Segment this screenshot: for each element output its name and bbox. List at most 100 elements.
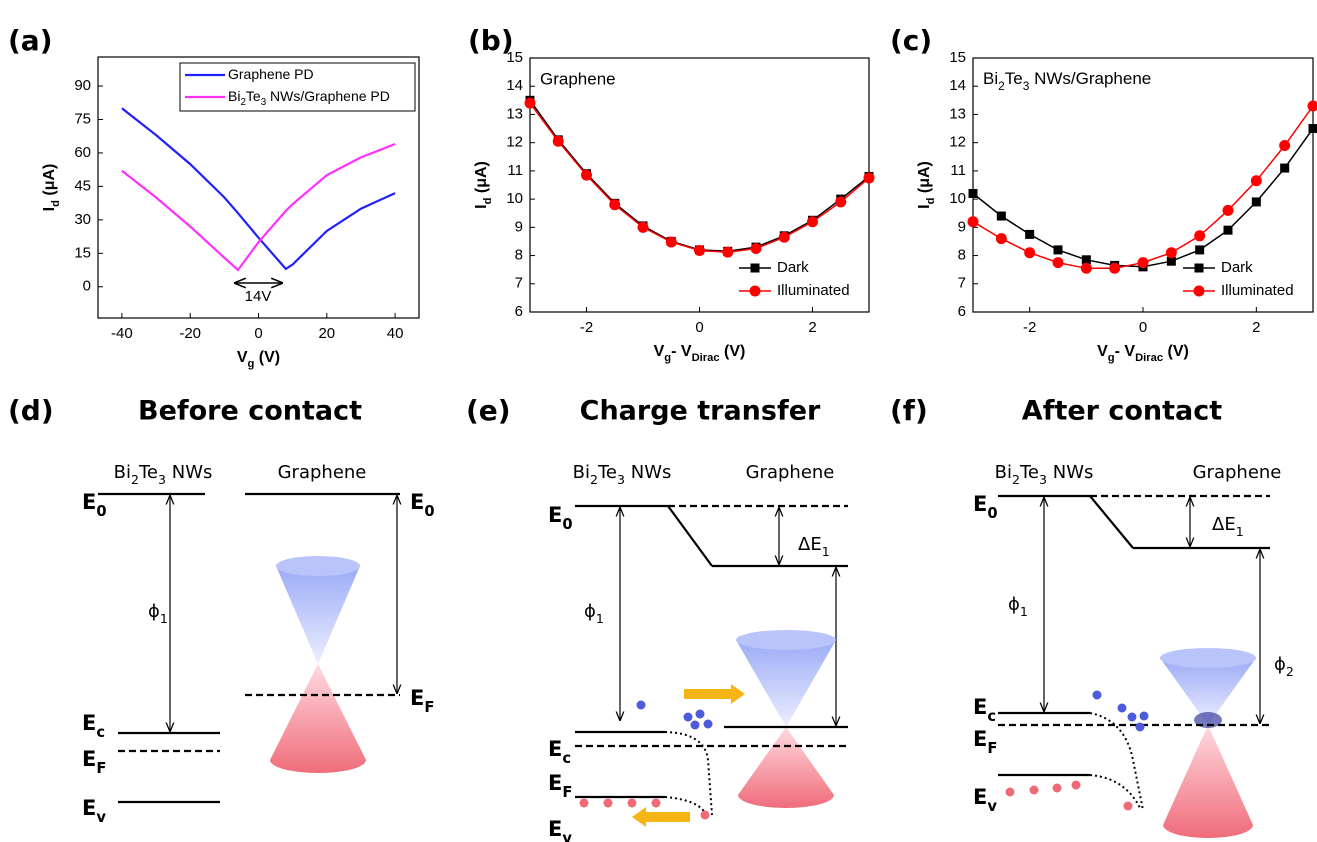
text-part: E — [548, 503, 562, 527]
energy-label: Graphene — [1193, 462, 1282, 483]
x-tick-label: 0 — [254, 325, 262, 342]
energy-label: Ec — [973, 695, 996, 725]
point — [968, 188, 978, 198]
y-tick-label: 15 — [949, 49, 966, 66]
cone-top — [276, 556, 360, 576]
text-part: Dark — [1221, 259, 1253, 276]
text-part: 1 — [1020, 604, 1028, 619]
y-tick-label: 15 — [506, 49, 523, 66]
point — [1081, 255, 1091, 265]
text-part: Illuminated — [777, 282, 850, 299]
annotation: Bi2Te3 NWs/Graphene — [983, 69, 1151, 93]
text-part: Bi — [573, 462, 590, 483]
y-tick-label: 75 — [74, 110, 91, 127]
text-part: E — [548, 771, 562, 795]
x-tick-label: 20 — [318, 325, 335, 342]
text-part: 2 — [998, 79, 1005, 93]
panel-label: (c) — [890, 24, 932, 57]
point — [1279, 139, 1291, 151]
text-part: 3 — [261, 97, 267, 108]
text-part: ΔE — [798, 534, 822, 555]
legend-marker — [1194, 263, 1204, 273]
carrier — [703, 719, 713, 729]
y-tick-label: 12 — [949, 134, 966, 151]
carrier — [1071, 780, 1081, 790]
text-part: 2 — [131, 472, 139, 487]
level-line — [667, 505, 713, 567]
text-part: c — [96, 724, 105, 741]
band-bend — [1089, 712, 1144, 811]
point — [1280, 163, 1290, 173]
diagram-title: After contact — [1022, 396, 1222, 427]
text-part: g — [248, 358, 255, 370]
text-part: ϕ — [1274, 654, 1286, 675]
text-part: F — [424, 699, 434, 716]
legend-label: Bi2Te3 NWs/Graphene PD — [228, 88, 390, 108]
y-tick-label: 7 — [958, 275, 966, 292]
energy-label: ϕ1 — [1008, 594, 1028, 619]
y-tick-label: 9 — [958, 218, 966, 235]
carrier — [603, 798, 613, 808]
energy-label: Ec — [548, 737, 571, 767]
band-bend — [664, 731, 713, 816]
x-tick-label: 0 — [695, 319, 703, 336]
text-part: (V) — [254, 349, 280, 366]
energy-label: Ec — [82, 711, 105, 741]
cone-red — [1163, 725, 1253, 838]
y-tick-label: 15 — [74, 244, 91, 261]
text-part: Te — [1019, 462, 1039, 483]
y-tick-label: 14 — [949, 77, 966, 94]
band-bend — [1089, 774, 1141, 809]
x-tick-label: 2 — [808, 319, 816, 336]
energy-label: ϕ2 — [1274, 654, 1294, 679]
legend-box — [179, 62, 416, 112]
point — [665, 236, 677, 248]
carrier — [636, 700, 646, 710]
text-part: I — [41, 207, 58, 211]
energy-label: E0 — [410, 490, 435, 520]
text-part: Graphene — [278, 462, 367, 483]
point — [1137, 257, 1149, 269]
text-part: (μA) — [41, 164, 58, 200]
text-part: c — [987, 708, 996, 725]
y-tick-label: 8 — [515, 247, 523, 264]
x-tick-label: -20 — [179, 325, 201, 342]
text-part: E — [973, 695, 987, 719]
point — [1194, 230, 1206, 242]
point — [967, 216, 979, 228]
point — [694, 244, 705, 256]
text-part: 1 — [160, 611, 168, 626]
text-part: 0 — [424, 503, 434, 520]
text-part: 0 — [987, 505, 997, 522]
energy-label: E0 — [973, 492, 998, 522]
point — [750, 243, 762, 254]
text-part: v — [987, 798, 997, 815]
text-part: v — [96, 809, 106, 826]
energy-label: ϕ1 — [584, 601, 604, 626]
point — [1080, 262, 1092, 274]
y-tick-label: 13 — [949, 105, 966, 122]
text-part: E — [973, 727, 987, 751]
y-tick-label: 11 — [507, 162, 523, 179]
energy-label: EF — [548, 771, 572, 801]
panel-label: (f) — [890, 394, 928, 427]
text-part: Bi — [228, 88, 240, 104]
annotation: 14V — [245, 288, 272, 305]
text-part: ΔE — [1212, 514, 1236, 535]
text-part: ϕ — [584, 601, 596, 622]
energy-label: EF — [410, 686, 434, 716]
legend-marker — [750, 263, 760, 273]
text-part: ϕ — [148, 601, 160, 622]
point — [996, 211, 1006, 221]
energy-label: ΔE1 — [1212, 514, 1244, 539]
text-part: 2 — [1286, 664, 1294, 679]
y-tick-label: 13 — [506, 105, 523, 122]
series-line — [529, 102, 870, 253]
series-line — [972, 128, 1314, 268]
x-axis-label: Vg- VDirac (V) — [654, 343, 746, 364]
point — [1024, 247, 1036, 259]
y-tick-label: 6 — [958, 303, 966, 320]
carrier — [1005, 787, 1015, 797]
text-part: 3 — [1039, 472, 1047, 487]
point — [835, 196, 847, 208]
